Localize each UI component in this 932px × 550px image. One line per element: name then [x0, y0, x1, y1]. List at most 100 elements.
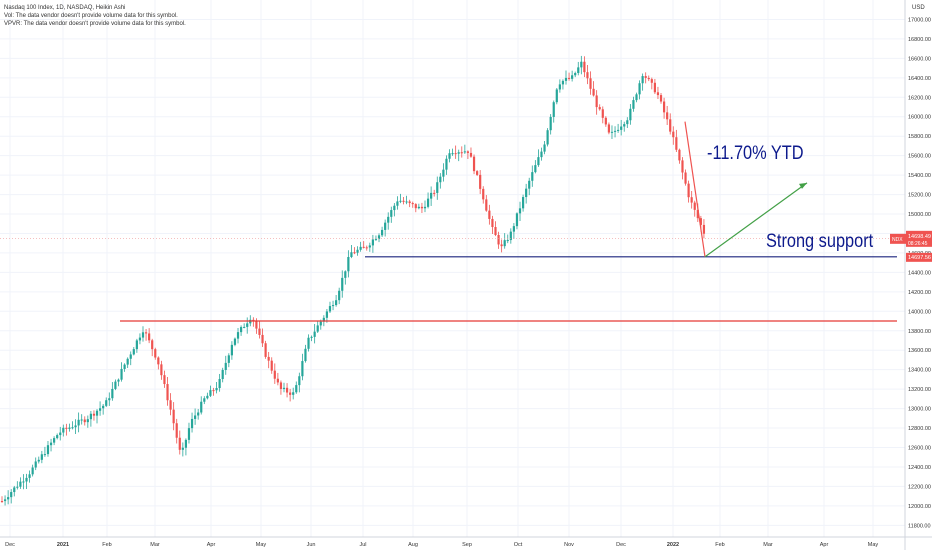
candle-body: [420, 206, 424, 209]
y-tick-label: 13800.00: [908, 329, 931, 335]
candle-body: [56, 435, 59, 439]
candle-body: [586, 72, 589, 79]
candle-body: [399, 200, 402, 202]
candle-body: [264, 343, 267, 357]
candle-body: [525, 188, 528, 198]
candle-body: [500, 244, 503, 247]
up-arrow-head: [799, 182, 807, 189]
candle-body: [672, 131, 675, 138]
candle-body: [549, 116, 552, 131]
annotation-ytd: -11.70% YTD: [707, 143, 804, 164]
candle-body: [371, 239, 374, 246]
candle-body: [540, 151, 543, 158]
candle-body: [313, 331, 316, 337]
candle-body: [396, 201, 399, 206]
x-tick-label: 2021: [57, 542, 69, 548]
candle-body: [71, 427, 74, 429]
candle-body: [246, 323, 249, 327]
y-tick-label: 12200.00: [908, 484, 931, 490]
candle-body: [221, 369, 224, 380]
candle-body: [472, 156, 476, 172]
y-tick-label: 13600.00: [908, 348, 931, 354]
candle-body: [521, 197, 525, 209]
y-tick-label: 15400.00: [908, 173, 931, 179]
candle-body: [561, 80, 565, 85]
candle-body: [13, 487, 16, 493]
candle-body: [16, 486, 19, 488]
candle-body: [194, 415, 197, 419]
candle-body: [203, 398, 206, 402]
x-tick-label: Mar: [150, 542, 160, 548]
candle-body: [22, 481, 25, 483]
candle-body: [583, 61, 586, 73]
candle-body: [218, 379, 221, 389]
candle-body: [230, 344, 233, 356]
candle-body: [574, 73, 577, 76]
y-tick-label: 11800.00: [908, 523, 931, 529]
candle-body: [669, 119, 672, 132]
candle-body: [338, 290, 341, 301]
candle-body: [531, 172, 534, 181]
candle-body: [62, 427, 65, 433]
candle-body: [49, 442, 53, 446]
candle-body: [160, 364, 163, 376]
candle-body: [476, 171, 479, 175]
candle-body: [393, 205, 396, 211]
y-tick-label: 12000.00: [908, 504, 931, 510]
candle-body: [638, 83, 641, 95]
x-tick-label: Apr: [820, 542, 829, 548]
candle-body: [148, 333, 151, 341]
x-tick-label: Jul: [359, 542, 366, 548]
candle-body: [374, 238, 378, 240]
y-tick-label: 12800.00: [908, 426, 931, 432]
candle-body: [239, 327, 243, 333]
candle-body: [123, 364, 126, 369]
candle-body: [442, 169, 445, 177]
candle-body: [190, 418, 194, 429]
candle-body: [629, 108, 632, 121]
candle-body: [40, 454, 43, 460]
candle-body: [120, 368, 123, 380]
candle-body: [83, 419, 86, 423]
symbol-tag: [890, 233, 906, 244]
y-tick-label: 14000.00: [908, 309, 931, 315]
candle-body: [270, 360, 273, 371]
candle-body: [675, 137, 678, 150]
candle-body: [200, 401, 203, 413]
candle-body: [197, 412, 200, 416]
candle-body: [304, 348, 307, 362]
candle-body: [209, 390, 212, 396]
y-tick-label: 13000.00: [908, 407, 931, 413]
candle-body: [454, 153, 457, 155]
candle-body: [175, 423, 178, 438]
y-tick-label: 13400.00: [908, 368, 931, 374]
candle-body: [261, 334, 264, 344]
candle-body: [111, 388, 114, 399]
candle-body: [518, 208, 522, 214]
x-tick-label: Oct: [514, 542, 523, 548]
candle-body: [681, 160, 684, 173]
candle-body: [172, 409, 175, 424]
candle-body: [445, 158, 448, 170]
candle-body: [571, 75, 574, 79]
candle-body: [187, 428, 191, 440]
candle-body: [365, 247, 368, 249]
candle-body: [641, 76, 644, 84]
last-price-tag: [906, 230, 932, 247]
y-tick-label: 12600.00: [908, 446, 931, 452]
candle-body: [537, 157, 540, 166]
candle-body: [273, 370, 276, 379]
candle-body: [693, 202, 696, 210]
candle-body: [690, 197, 693, 203]
candle-body: [31, 467, 34, 475]
candle-body: [105, 400, 108, 406]
candle-body: [479, 174, 482, 189]
candle-body: [580, 61, 583, 68]
candle-body: [656, 92, 660, 96]
candle-body: [102, 405, 105, 409]
candle-body: [436, 182, 439, 193]
candle-body: [289, 392, 292, 395]
candle-body: [647, 77, 650, 80]
candle-body: [212, 390, 215, 392]
